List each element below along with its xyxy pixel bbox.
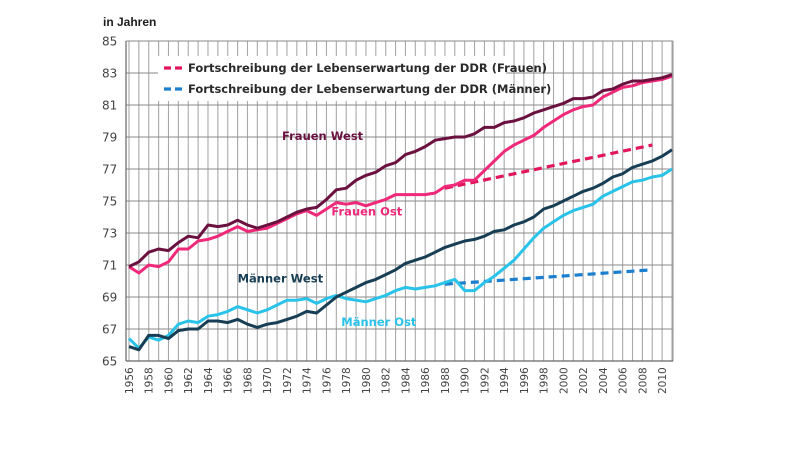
- y-tick-label: 71: [102, 259, 117, 273]
- x-tick-label: 2006: [618, 367, 630, 394]
- x-tick-label: 1960: [163, 367, 175, 394]
- x-tick-label: 1976: [321, 367, 333, 394]
- series-line-fortschreibung-der-lebenserwartung-der-ddr-m-nner: [444, 268, 653, 286]
- legend: Fortschreibung der Lebenserwartung der D…: [164, 61, 551, 96]
- y-tick-label: 79: [102, 131, 117, 145]
- label-maenner-west: Männer West: [238, 272, 324, 286]
- y-tick-label: 77: [102, 163, 117, 177]
- y-tick-label: 73: [102, 227, 117, 241]
- series-line-frauen-ost: [128, 74, 673, 275]
- y-axis-ticks: 65 67 69 71 73 75 77 79 81 83 85: [102, 35, 117, 369]
- x-tick-label: 2010: [657, 367, 669, 394]
- x-tick-label: 1972: [282, 367, 294, 394]
- x-tick-label: 2000: [558, 367, 570, 394]
- legend-background: [158, 56, 506, 101]
- series-lines: [127, 73, 673, 352]
- x-tick-label: 1982: [381, 367, 393, 394]
- x-tick-label: 1966: [223, 367, 235, 394]
- x-tick-label: 1970: [262, 367, 274, 394]
- series-line-fortschreibung-der-lebenserwartung-der-ddr-frauen: [444, 143, 653, 190]
- x-tick-label: 1980: [361, 367, 373, 394]
- label-maenner-ost: Männer Ost: [341, 315, 417, 329]
- x-tick-label: 2002: [578, 367, 590, 394]
- y-tick-label: 83: [102, 67, 117, 81]
- series-line-frauen-west: [128, 73, 673, 268]
- x-axis-ticks: 1956 1958 1960 1962 1964 1966 1968 1970 1972 1974…: [124, 367, 669, 394]
- series-line-m-nner-ost: [127, 167, 673, 350]
- x-tick-label: 1956: [124, 367, 136, 394]
- x-tick-label: 1986: [420, 367, 432, 394]
- x-tick-label: 1958: [144, 367, 156, 394]
- x-tick-label: 1968: [242, 367, 254, 394]
- legend-label-ddr-maenner: Fortschreibung der Lebenserwartung der D…: [188, 82, 551, 96]
- y-tick-label: 85: [102, 35, 117, 49]
- x-tick-label: 1992: [479, 367, 491, 394]
- legend-item-ddr-frauen: Fortschreibung der Lebenserwartung der D…: [164, 61, 547, 75]
- y-tick-label: 65: [102, 355, 117, 369]
- y-axis-label: in Jahren: [103, 15, 156, 29]
- series-annotations: Frauen West Frauen Ost Männer West Männe…: [238, 129, 417, 329]
- x-tick-label: 1984: [400, 367, 412, 394]
- label-frauen-west: Frauen West: [282, 129, 364, 143]
- x-tick-label: 1998: [539, 367, 551, 394]
- x-tick-label: 1964: [203, 367, 215, 394]
- x-tick-label: 1990: [460, 367, 472, 394]
- x-tick-label: 1974: [302, 367, 314, 394]
- x-tick-label: 1996: [519, 367, 531, 394]
- y-tick-label: 69: [102, 291, 117, 305]
- series-line-m-nner-west: [128, 148, 673, 352]
- legend-label-ddr-frauen: Fortschreibung der Lebenserwartung der D…: [188, 61, 547, 75]
- y-tick-label: 67: [102, 323, 117, 337]
- x-tick-label: 1994: [499, 367, 511, 394]
- x-tick-label: 2008: [637, 367, 649, 394]
- y-tick-label: 81: [102, 99, 117, 113]
- x-tick-label: 1988: [440, 367, 452, 394]
- y-tick-label: 75: [102, 195, 117, 209]
- label-frauen-ost: Frauen Ost: [331, 204, 402, 218]
- x-tick-label: 1978: [341, 367, 353, 394]
- legend-item-ddr-maenner: Fortschreibung der Lebenserwartung der D…: [164, 82, 551, 96]
- legend-box: [158, 56, 506, 101]
- x-tick-label: 1962: [183, 367, 195, 394]
- x-tick-label: 2004: [598, 367, 610, 394]
